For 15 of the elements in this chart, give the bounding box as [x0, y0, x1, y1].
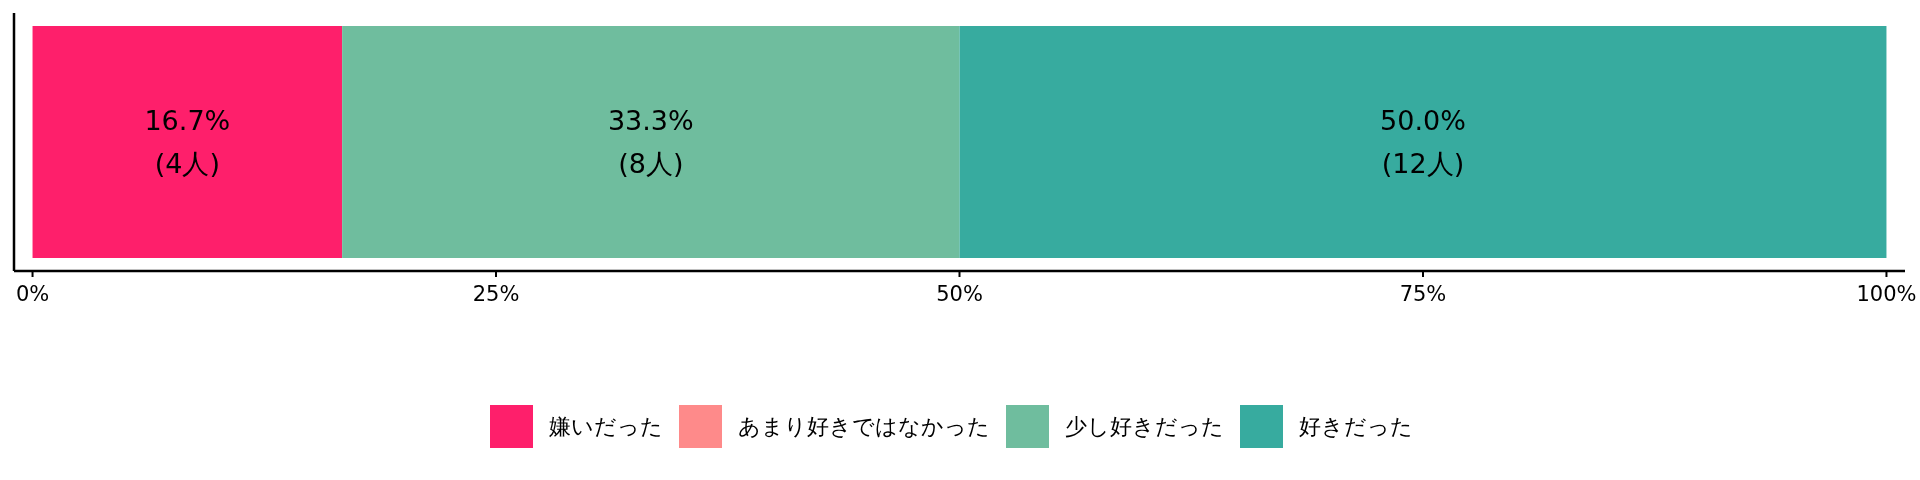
bar	[959, 25, 1887, 258]
legend-label: 少し好きだった	[1064, 413, 1224, 439]
data-label: 33.3% (8人)	[607, 104, 694, 179]
x-tick-label: 50%	[936, 281, 983, 306]
data-label: 50.0% (12人)	[1380, 104, 1466, 179]
x-tick-label: 100%	[1856, 281, 1917, 306]
data-label: 16.7% (4人)	[144, 104, 231, 179]
legend-label: 好きだった	[1298, 413, 1413, 439]
bar	[32, 25, 343, 258]
bar	[342, 25, 960, 258]
x-tick-label: 75%	[1399, 281, 1447, 306]
legend-label: あまり好きではなかった	[737, 413, 990, 439]
legend-label: 嫌いだった	[548, 413, 663, 439]
x-tick-label: 25%	[472, 281, 520, 306]
x-tick-label: 0%	[15, 281, 50, 306]
